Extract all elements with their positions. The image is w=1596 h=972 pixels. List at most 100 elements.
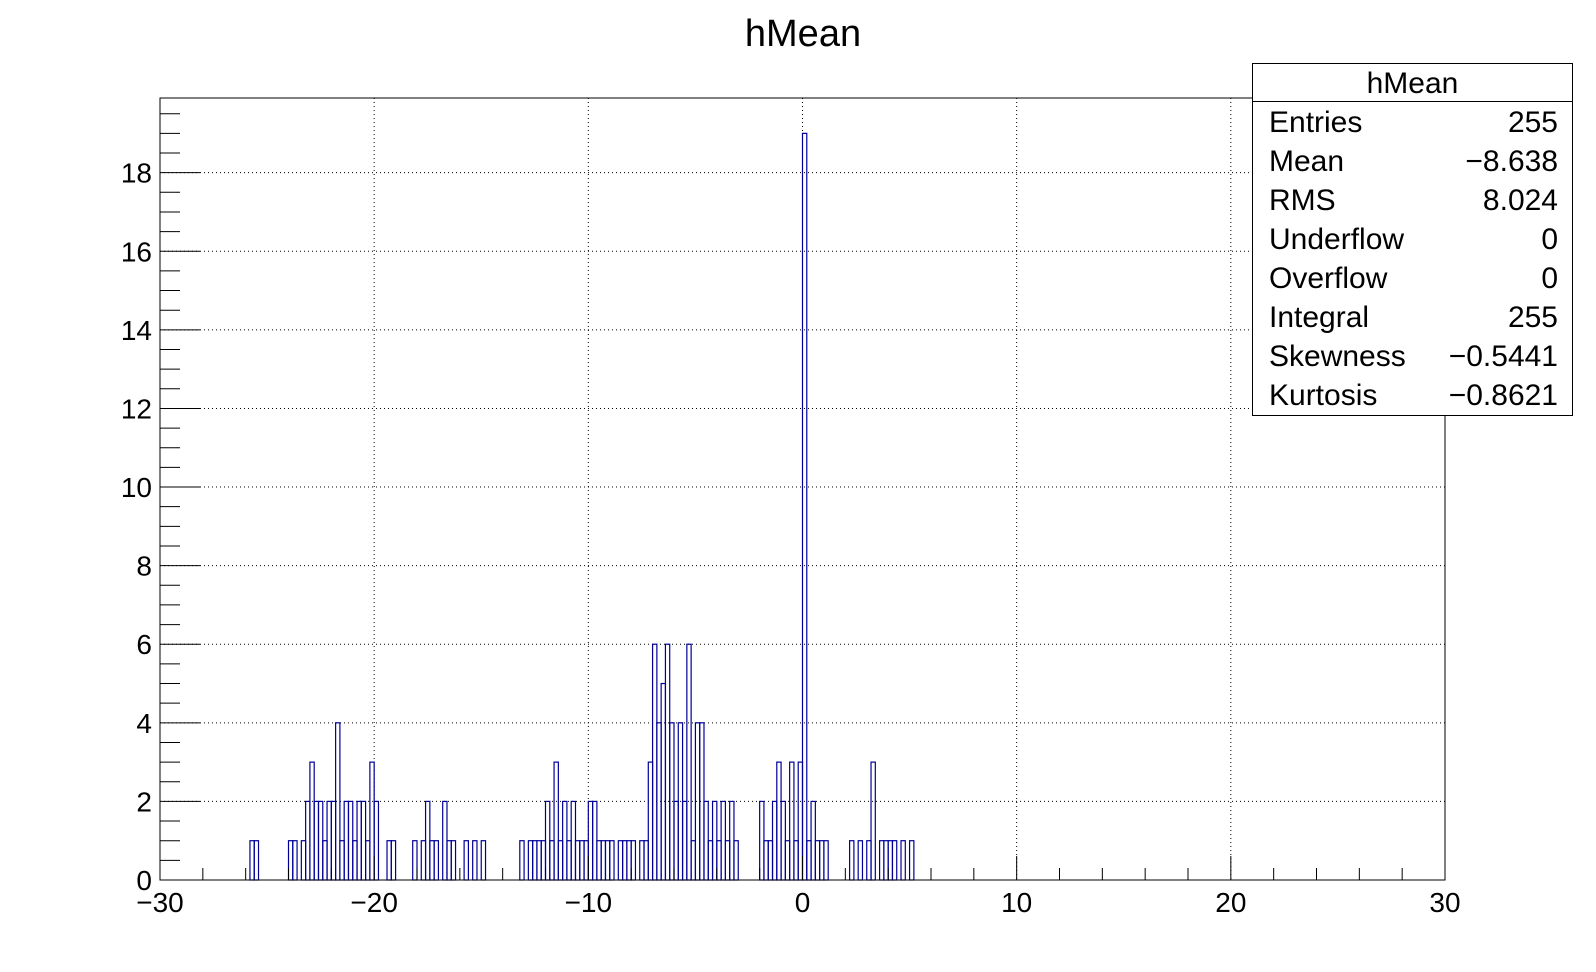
x-tick-label: −20 xyxy=(350,887,398,918)
histogram-bar xyxy=(639,840,645,881)
histogram-bar xyxy=(566,840,572,881)
x-tick-label: 10 xyxy=(1001,887,1032,918)
histogram-bar xyxy=(604,840,611,881)
histogram-bar xyxy=(292,840,298,881)
stats-label: Kurtosis xyxy=(1269,379,1378,412)
histogram-bar xyxy=(651,643,658,881)
histogram-bar xyxy=(343,800,350,881)
stats-title: hMean xyxy=(1253,64,1572,102)
histogram-bar xyxy=(480,840,487,881)
histogram-bar xyxy=(544,800,551,881)
histogram-bar xyxy=(776,761,782,881)
histogram-bar xyxy=(797,761,804,881)
histogram-bar xyxy=(519,840,525,881)
histogram-bar xyxy=(317,800,324,881)
histogram-bar xyxy=(570,800,577,881)
stats-row-mean: Mean −8.638 xyxy=(1253,141,1572,180)
stats-value: −0.5441 xyxy=(1448,340,1558,373)
histogram-bar xyxy=(313,800,320,881)
histogram-bar xyxy=(801,132,808,881)
histogram-bar xyxy=(767,840,774,881)
histogram-bar xyxy=(814,840,821,881)
histogram-bar xyxy=(532,840,538,881)
histogram-bar xyxy=(356,800,362,881)
histogram-bar xyxy=(660,682,667,881)
stats-value: 8.024 xyxy=(1482,184,1558,217)
x-tick-label: −10 xyxy=(565,887,613,918)
histogram-bar xyxy=(870,761,876,881)
histogram-bar xyxy=(883,840,889,881)
histogram-bar xyxy=(733,840,739,881)
histogram-bar xyxy=(253,840,260,881)
histogram-bar xyxy=(720,800,726,881)
y-tick-label: 8 xyxy=(136,551,152,582)
stats-label: Overflow xyxy=(1269,262,1388,295)
y-tick-label: 12 xyxy=(121,393,152,424)
histogram-bar xyxy=(626,840,632,881)
histogram-bar xyxy=(249,840,255,881)
histogram-bar xyxy=(729,800,735,881)
stats-value: 0 xyxy=(1541,262,1558,295)
histogram-bar xyxy=(780,800,786,881)
histogram-bar xyxy=(771,800,778,881)
x-tick-label: 0 xyxy=(795,887,811,918)
histogram-bar xyxy=(347,800,354,881)
y-tick-label: 10 xyxy=(121,472,152,503)
stats-value: 0 xyxy=(1541,223,1558,256)
histogram-bar xyxy=(690,840,697,881)
y-tick-label: 14 xyxy=(121,315,152,346)
histogram-bar xyxy=(724,840,731,881)
histogram-bar xyxy=(789,761,795,881)
histogram-bar xyxy=(330,800,337,881)
histogram-bar xyxy=(412,840,418,881)
histogram-bar xyxy=(673,800,679,881)
histogram-bar xyxy=(878,840,885,881)
stats-row-rms: RMS 8.024 xyxy=(1253,180,1572,219)
histogram-bar xyxy=(442,800,448,881)
histogram-bar xyxy=(681,800,688,881)
histogram-bar xyxy=(420,840,427,881)
x-tick-label: −30 xyxy=(136,887,184,918)
histogram-bar xyxy=(472,840,478,881)
histogram-bar xyxy=(609,840,615,881)
histogram-bar xyxy=(365,840,371,881)
histogram-bar xyxy=(300,840,307,881)
histogram-bar xyxy=(429,840,435,881)
histogram-bar xyxy=(793,840,799,881)
histogram-bar xyxy=(446,840,452,881)
histogram-bar xyxy=(596,840,602,881)
histogram-bar xyxy=(309,761,315,881)
stats-row-integral: Integral 255 xyxy=(1253,297,1572,336)
stats-row-underflow: Underflow 0 xyxy=(1253,219,1572,258)
stats-value: −0.8621 xyxy=(1448,379,1558,412)
histogram-bar xyxy=(647,761,654,881)
stats-value: 255 xyxy=(1507,301,1558,334)
histogram-bar xyxy=(463,840,470,881)
histogram-bar xyxy=(784,840,791,881)
histogram-bar xyxy=(759,800,765,881)
x-axis-tick-labels: −30 −20 −10 0 10 20 30 xyxy=(136,887,1460,918)
histogram-bar xyxy=(823,840,829,881)
histogram-bar xyxy=(574,840,581,881)
histogram-bar xyxy=(711,800,718,881)
histogram-bar xyxy=(557,840,564,881)
histogram-bar xyxy=(386,840,392,881)
stats-label: Skewness xyxy=(1269,340,1406,373)
histogram-bar xyxy=(549,840,555,881)
histogram-bar xyxy=(900,840,906,881)
histogram-bar xyxy=(322,840,328,881)
histogram-bar xyxy=(664,643,671,881)
histogram-bar xyxy=(424,800,431,881)
statistics-box: hMean Entries 255 Mean −8.638 RMS 8.024 Underf… xyxy=(1252,63,1573,416)
stats-row-skewness: Skewness −0.5441 xyxy=(1253,336,1572,375)
histogram-bar xyxy=(352,840,358,881)
histogram-bar xyxy=(707,840,714,881)
stats-label: RMS xyxy=(1269,184,1336,217)
stats-row-overflow: Overflow 0 xyxy=(1253,258,1572,297)
histogram-bar xyxy=(630,840,637,881)
histogram-bar xyxy=(390,840,397,881)
chart-title: hMean xyxy=(745,13,861,55)
stats-value: 255 xyxy=(1507,106,1558,139)
histogram-bar xyxy=(360,800,367,881)
